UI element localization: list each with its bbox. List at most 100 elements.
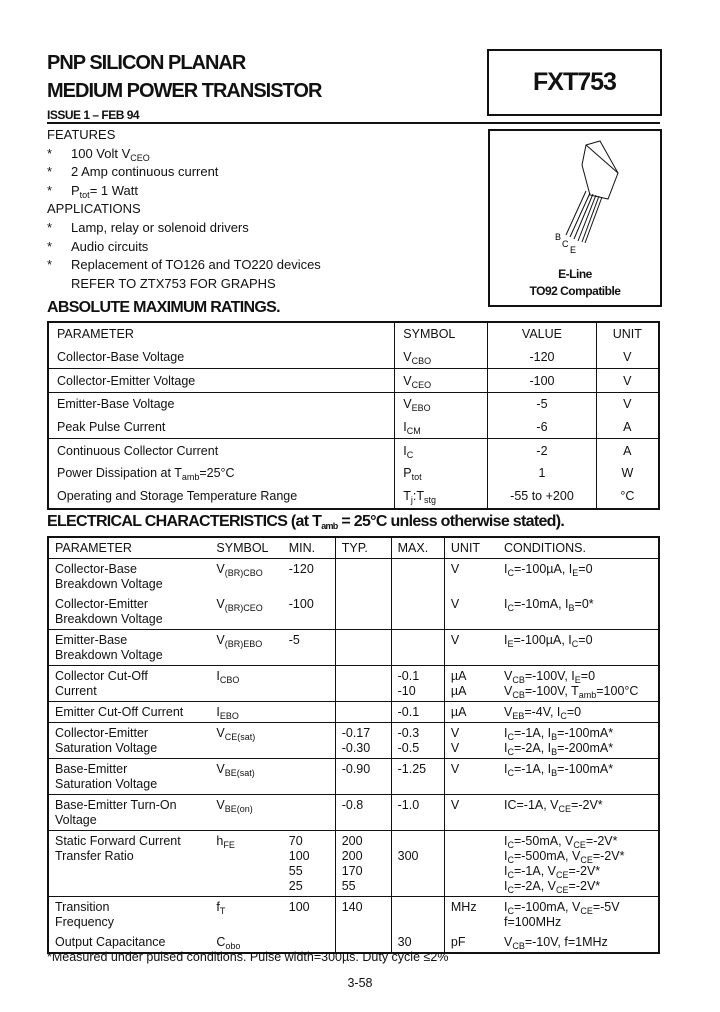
min-cell: -120 xyxy=(283,559,335,595)
min-cell xyxy=(282,794,336,831)
text-segment: f xyxy=(216,900,220,914)
table-row: Base-Emitter Turn-On Voltage VBE(on) -0.8 -1… xyxy=(48,794,659,831)
text-segment: =-2A, V xyxy=(513,879,557,893)
text-segment: V xyxy=(403,350,412,365)
package-box: B C E E-Line TO92 Compatible xyxy=(488,129,662,307)
min-cell: -5 xyxy=(282,629,336,666)
subscript-text: CEO xyxy=(411,379,432,390)
parameter-cell: Operating and Storage Temperature Range xyxy=(48,485,395,509)
table-row: Peak Pulse Current ICM -6 A xyxy=(48,415,659,440)
text-segment: P xyxy=(403,466,412,481)
text-segment: =-1A, I xyxy=(513,762,552,776)
table-row: Emitter-Base Voltage VEBO -5 V xyxy=(48,392,659,416)
min-value: 70 xyxy=(288,834,303,848)
text-segment: =-100mA* xyxy=(557,762,614,776)
max-value: -0.1 xyxy=(397,705,420,719)
electrical-table: PARAMETER SYMBOL MIN. TYP. MAX. UNIT CONDITION… xyxy=(47,536,660,954)
parameter-line: Collector-Emitter xyxy=(55,726,149,740)
bullet-icon: * xyxy=(47,238,53,254)
column-header: UNIT xyxy=(595,322,659,346)
subscript-text: obo xyxy=(225,941,241,951)
subscript-text: amb xyxy=(181,472,200,483)
subscript-text: j xyxy=(410,495,413,506)
unit-cell: V xyxy=(595,368,659,394)
list-item: * 100 Volt VCEO xyxy=(47,145,321,164)
parameter-line: Saturation Voltage xyxy=(55,777,158,791)
list-item: * Ptot= 1 Watt xyxy=(47,182,321,201)
conditions-cell: IC=-1A, IB=-100mA* xyxy=(497,758,659,795)
symbol-cell: Tj:Tstg xyxy=(394,484,488,509)
unit-cell: A xyxy=(595,438,659,463)
parameter-line: Collector Cut-Off xyxy=(55,669,148,683)
list-item: * Lamp, relay or solenoid drivers xyxy=(47,219,321,238)
max-cell xyxy=(390,558,445,594)
subscript-text: tot xyxy=(411,472,422,483)
text-segment: =-2V* xyxy=(592,849,625,863)
text-segment: I xyxy=(503,834,508,848)
text-segment: =100°C xyxy=(596,684,639,698)
symbol-cell: IEBO xyxy=(210,701,283,723)
value-cell: -6 xyxy=(487,415,597,440)
text-segment: =-2V* xyxy=(568,864,601,878)
value-cell: -120 xyxy=(487,345,597,370)
subscript-text: C xyxy=(507,870,514,880)
text-segment: C xyxy=(216,935,226,949)
column-header: SYMBOL xyxy=(210,537,283,559)
min-cell: 70 100 55 25 xyxy=(282,830,336,897)
unit-value: µA xyxy=(450,669,467,683)
min-value: 55 xyxy=(288,864,303,878)
table-row: Collector Cut-Off Current ICBO -0.1 -10 µA µA V… xyxy=(48,665,659,702)
parameter-cell: Collector-Emitter Voltage xyxy=(48,368,395,394)
text-segment: =-100mA, V xyxy=(513,900,581,914)
subscript-text: BE(sat) xyxy=(224,768,255,778)
subscript-text: C xyxy=(571,639,579,649)
typ-value: 200 xyxy=(341,849,363,863)
unit-cell: µA µA xyxy=(443,665,498,702)
text-segment: P xyxy=(71,182,80,198)
condition-line: IC=-1A, IB=-100mA* xyxy=(504,762,652,778)
parameter-line: Emitter Cut-Off Current xyxy=(55,705,184,719)
subscript-text: stg xyxy=(424,495,437,506)
max-value: 30 xyxy=(397,935,412,949)
table-row: Continuous Collector Current IC -2 A xyxy=(48,438,659,463)
text-segment: = 25°C unless otherwise stated). xyxy=(337,513,565,530)
parameter-cell: Continuous Collector Current xyxy=(48,439,395,462)
text-segment: I xyxy=(503,726,508,740)
text-segment: =-10V, f=1MHz xyxy=(524,935,608,949)
text-segment: =-5V xyxy=(592,900,620,914)
text-segment: =-500mA, V xyxy=(513,849,581,863)
max-value: -0.5 xyxy=(397,741,420,755)
condition-line: IC=-100µA, IE=0 xyxy=(504,562,652,578)
unit-value: V xyxy=(450,726,460,740)
table-row: Base-Emitter Saturation Voltage VBE(sat) -0… xyxy=(48,758,659,795)
parameter-line: Frequency xyxy=(55,915,115,929)
subscript-text: C xyxy=(507,768,514,778)
value-cell: -55 to +200 xyxy=(487,484,597,509)
part-number: FXT753 xyxy=(533,68,617,96)
text-segment: 100 Volt V xyxy=(71,145,131,161)
text-segment: Collector-Emitter Voltage xyxy=(57,373,196,388)
conditions-cell: IC=-100µA, IE=0 xyxy=(498,559,659,595)
parameter-cell: Base-Emitter Saturation Voltage xyxy=(48,758,211,795)
condition-line: VCB=-10V, f=1MHz xyxy=(504,935,652,951)
subscript-text: CBO xyxy=(411,356,432,367)
min-value: 25 xyxy=(288,879,303,893)
typ-cell xyxy=(334,558,392,594)
text-segment: Power Dissipation at T xyxy=(57,466,182,481)
title-line-1: PNP SILICON PLANAR xyxy=(47,52,246,74)
electrical-title: ELECTRICAL CHARACTERISTICS (at Tamb = 25… xyxy=(47,513,565,531)
unit-value: µA xyxy=(450,684,467,698)
symbol-cell: ICBO xyxy=(210,665,283,702)
bullet-icon: * xyxy=(47,257,53,273)
parameter-cell: Power Dissipation at Tamb=25°C xyxy=(48,462,395,485)
condition-line: f=100MHz xyxy=(504,915,652,930)
unit-cell: µA xyxy=(443,701,498,723)
text-segment: Peak Pulse Current xyxy=(57,420,166,435)
condition-line: IC=-1A, IB=-100mA* xyxy=(503,726,652,742)
subscript-text: C xyxy=(560,711,567,721)
text-segment: 2 Amp continuous current xyxy=(71,164,219,180)
typ-value: 170 xyxy=(341,864,363,878)
bullet-icon: * xyxy=(47,182,53,198)
text-segment: =-4V, I xyxy=(524,705,561,719)
typ-value: 140 xyxy=(341,900,363,914)
